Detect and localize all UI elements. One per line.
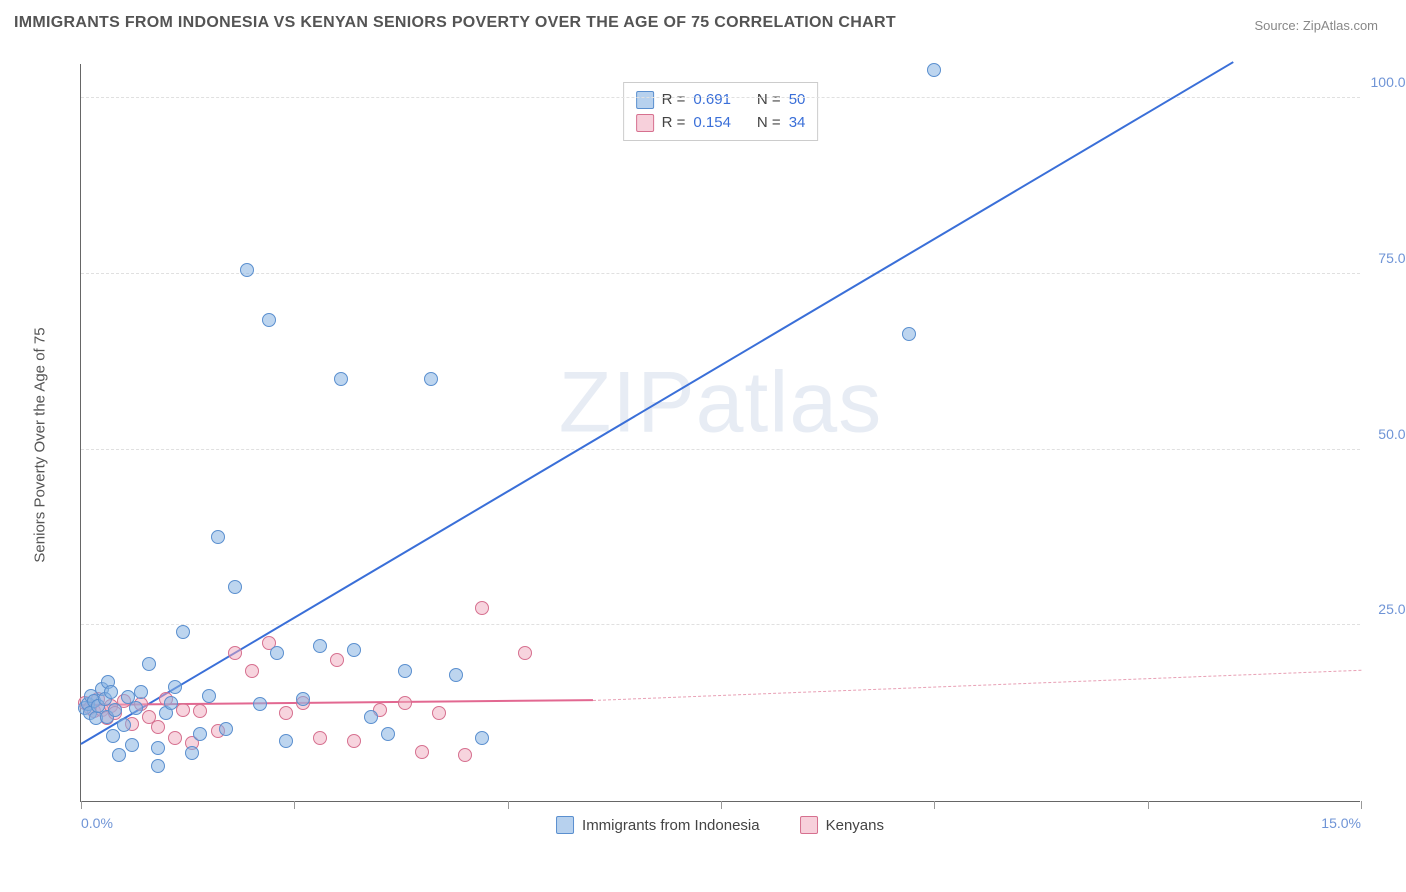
source-label: Source: ZipAtlas.com xyxy=(1254,18,1378,33)
xtick-label: 15.0% xyxy=(1321,815,1361,831)
scatter-point xyxy=(927,63,941,77)
scatter-point xyxy=(415,745,429,759)
legend-stats-box: R = 0.691 N = 50 R = 0.154 N = 34 xyxy=(623,82,819,141)
scatter-point xyxy=(168,680,182,694)
scatter-point xyxy=(228,646,242,660)
ytick-label: 50.0% xyxy=(1378,426,1406,442)
scatter-point xyxy=(142,657,156,671)
trend-line xyxy=(593,670,1361,701)
scatter-point xyxy=(219,722,233,736)
scatter-point xyxy=(253,697,267,711)
scatter-point xyxy=(313,731,327,745)
scatter-point xyxy=(176,703,190,717)
xtick xyxy=(1148,801,1149,809)
r-label: R = xyxy=(662,112,686,135)
legend-stats-row-indonesia: R = 0.691 N = 50 xyxy=(636,89,806,112)
n-value-kenyans: 34 xyxy=(789,112,806,135)
scatter-point xyxy=(364,710,378,724)
legend-label-kenyans: Kenyans xyxy=(826,817,884,834)
scatter-point xyxy=(270,646,284,660)
scatter-point xyxy=(168,731,182,745)
n-label: N = xyxy=(757,112,781,135)
xtick xyxy=(508,801,509,809)
legend-label-indonesia: Immigrants from Indonesia xyxy=(582,817,760,834)
scatter-point xyxy=(185,746,199,760)
scatter-point xyxy=(134,685,148,699)
scatter-point xyxy=(313,639,327,653)
swatch-blue-icon xyxy=(636,91,654,109)
scatter-point xyxy=(240,263,254,277)
gridline-h xyxy=(81,449,1360,450)
scatter-point xyxy=(106,729,120,743)
chart-title: IMMIGRANTS FROM INDONESIA VS KENYAN SENI… xyxy=(14,14,896,32)
legend-stats-row-kenyans: R = 0.154 N = 34 xyxy=(636,112,806,135)
scatter-point xyxy=(117,718,131,732)
scatter-point xyxy=(449,668,463,682)
ytick-label: 100.0% xyxy=(1371,74,1406,90)
scatter-point xyxy=(245,664,259,678)
legend-item-kenyans: Kenyans xyxy=(800,816,884,834)
chart-area: Seniors Poverty Over the Age of 75 ZIPat… xyxy=(50,50,1390,840)
scatter-point xyxy=(193,727,207,741)
scatter-point xyxy=(151,759,165,773)
n-label: N = xyxy=(757,89,781,112)
scatter-point xyxy=(228,580,242,594)
watermark: ZIPatlas xyxy=(559,354,882,453)
bottom-legend: Immigrants from Indonesia Kenyans xyxy=(556,816,884,834)
trend-line xyxy=(81,699,593,706)
scatter-point xyxy=(347,643,361,657)
scatter-point xyxy=(398,664,412,678)
scatter-point xyxy=(347,734,361,748)
scatter-point xyxy=(108,703,122,717)
xtick-label: 0.0% xyxy=(81,815,113,831)
xtick xyxy=(294,801,295,809)
scatter-point xyxy=(424,372,438,386)
scatter-point xyxy=(334,372,348,386)
scatter-point xyxy=(475,601,489,615)
scatter-point xyxy=(398,696,412,710)
ytick-label: 75.0% xyxy=(1378,250,1406,266)
scatter-point xyxy=(296,692,310,706)
scatter-point xyxy=(202,689,216,703)
r-value-indonesia: 0.691 xyxy=(693,89,731,112)
gridline-h xyxy=(81,273,1360,274)
swatch-pink-icon xyxy=(800,816,818,834)
scatter-point xyxy=(518,646,532,660)
r-value-kenyans: 0.154 xyxy=(693,112,731,135)
scatter-point xyxy=(432,706,446,720)
scatter-point xyxy=(902,327,916,341)
scatter-point xyxy=(458,748,472,762)
r-label: R = xyxy=(662,89,686,112)
trend-line xyxy=(80,61,1233,745)
scatter-point xyxy=(279,706,293,720)
xtick xyxy=(1361,801,1362,809)
scatter-point xyxy=(129,701,143,715)
swatch-pink-icon xyxy=(636,114,654,132)
scatter-point xyxy=(279,734,293,748)
swatch-blue-icon xyxy=(556,816,574,834)
scatter-point xyxy=(176,625,190,639)
scatter-point xyxy=(151,741,165,755)
n-value-indonesia: 50 xyxy=(789,89,806,112)
scatter-point xyxy=(112,748,126,762)
xtick xyxy=(81,801,82,809)
y-axis-label: Seniors Poverty Over the Age of 75 xyxy=(32,327,49,562)
xtick xyxy=(721,801,722,809)
scatter-point xyxy=(104,685,118,699)
scatter-point xyxy=(330,653,344,667)
legend-item-indonesia: Immigrants from Indonesia xyxy=(556,816,760,834)
scatter-point xyxy=(211,530,225,544)
scatter-point xyxy=(164,696,178,710)
scatter-point xyxy=(151,720,165,734)
scatter-point xyxy=(381,727,395,741)
xtick xyxy=(934,801,935,809)
scatter-point xyxy=(125,738,139,752)
plot-region: ZIPatlas R = 0.691 N = 50 R = 0.154 N = … xyxy=(80,64,1360,802)
ytick-label: 25.0% xyxy=(1378,601,1406,617)
scatter-point xyxy=(475,731,489,745)
scatter-point xyxy=(193,704,207,718)
gridline-h xyxy=(81,624,1360,625)
scatter-point xyxy=(262,313,276,327)
